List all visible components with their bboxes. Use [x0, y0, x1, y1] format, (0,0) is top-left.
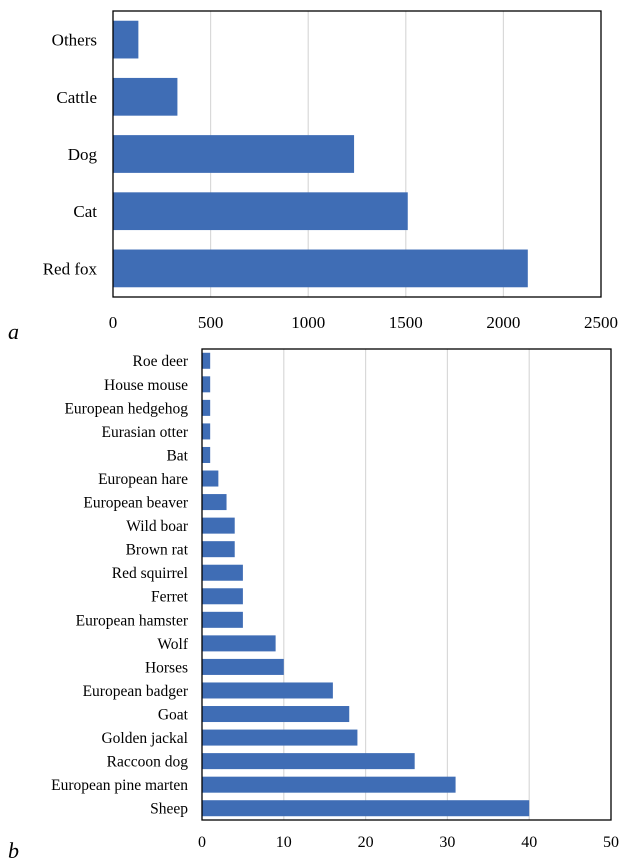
bar [202, 352, 211, 369]
category-label: Sheep [150, 801, 188, 818]
bar [113, 135, 355, 173]
bar [202, 517, 235, 534]
x-tick-label: 10 [276, 834, 292, 851]
category-label: Cat [73, 202, 97, 221]
bar [202, 470, 219, 487]
x-tick-label: 30 [439, 834, 455, 851]
bar [113, 20, 139, 59]
category-label: Golden jackal [101, 730, 188, 747]
category-label: Red squirrel [112, 565, 188, 582]
x-tick-label: 2500 [584, 313, 618, 332]
bar [202, 588, 243, 605]
bar [202, 376, 211, 393]
bar [202, 635, 276, 652]
category-label: Raccoon dog [107, 754, 189, 771]
plot-frame [201, 348, 612, 821]
bar [202, 658, 284, 675]
bar [202, 682, 333, 699]
bar [202, 706, 350, 723]
x-tick-label: 0 [198, 834, 206, 851]
category-label: House mouse [104, 377, 188, 394]
bar [113, 192, 408, 231]
plot-frame [112, 10, 602, 298]
x-tick-label: 500 [198, 313, 224, 332]
category-label: Roe deer [132, 353, 188, 370]
category-label: Others [52, 31, 97, 50]
category-label: Wild boar [126, 518, 189, 535]
chart-a: Others Cattle Dog Cat Red fox 0 500 1000 1500 200… [43, 10, 618, 332]
category-label: Dog [68, 145, 98, 164]
x-tick-label: 2000 [486, 313, 520, 332]
x-tick-label: 1000 [291, 313, 325, 332]
category-label: Brown rat [126, 542, 189, 559]
category-label: Cattle [56, 88, 97, 107]
category-label: Horses [145, 659, 188, 676]
x-tick-label: 40 [521, 834, 537, 851]
category-label: European badger [83, 683, 189, 700]
category-label: Red fox [43, 259, 98, 278]
x-tick-label: 50 [603, 834, 619, 851]
bar [202, 729, 358, 746]
panel-label-b: b [8, 838, 19, 861]
bar [202, 776, 456, 793]
bar [202, 753, 415, 770]
chart-b: Roe deer House mouse European hedgehog Eura… [51, 348, 619, 851]
category-label: European beaver [83, 495, 188, 512]
bar [202, 611, 243, 628]
bar [202, 541, 235, 558]
category-label: European pine marten [51, 777, 188, 794]
x-tick-label: 20 [358, 834, 374, 851]
panel-label-a: a [8, 319, 19, 344]
category-label: Wolf [157, 636, 188, 653]
category-label: European hamster [76, 612, 189, 629]
x-tick-label: 0 [109, 313, 118, 332]
bar [113, 249, 528, 288]
category-label: Bat [166, 447, 188, 464]
bar [202, 800, 530, 817]
bar [202, 399, 211, 416]
category-label: European hedgehog [64, 400, 188, 417]
bar [202, 494, 227, 511]
category-label: Eurasian otter [101, 424, 188, 441]
bar [202, 423, 211, 440]
x-tick-label: 1500 [389, 313, 423, 332]
bar [202, 564, 243, 581]
category-label: Goat [158, 706, 189, 723]
bar [202, 446, 211, 463]
category-label: Ferret [151, 589, 189, 606]
bar [113, 77, 178, 116]
category-label: European hare [98, 471, 188, 488]
